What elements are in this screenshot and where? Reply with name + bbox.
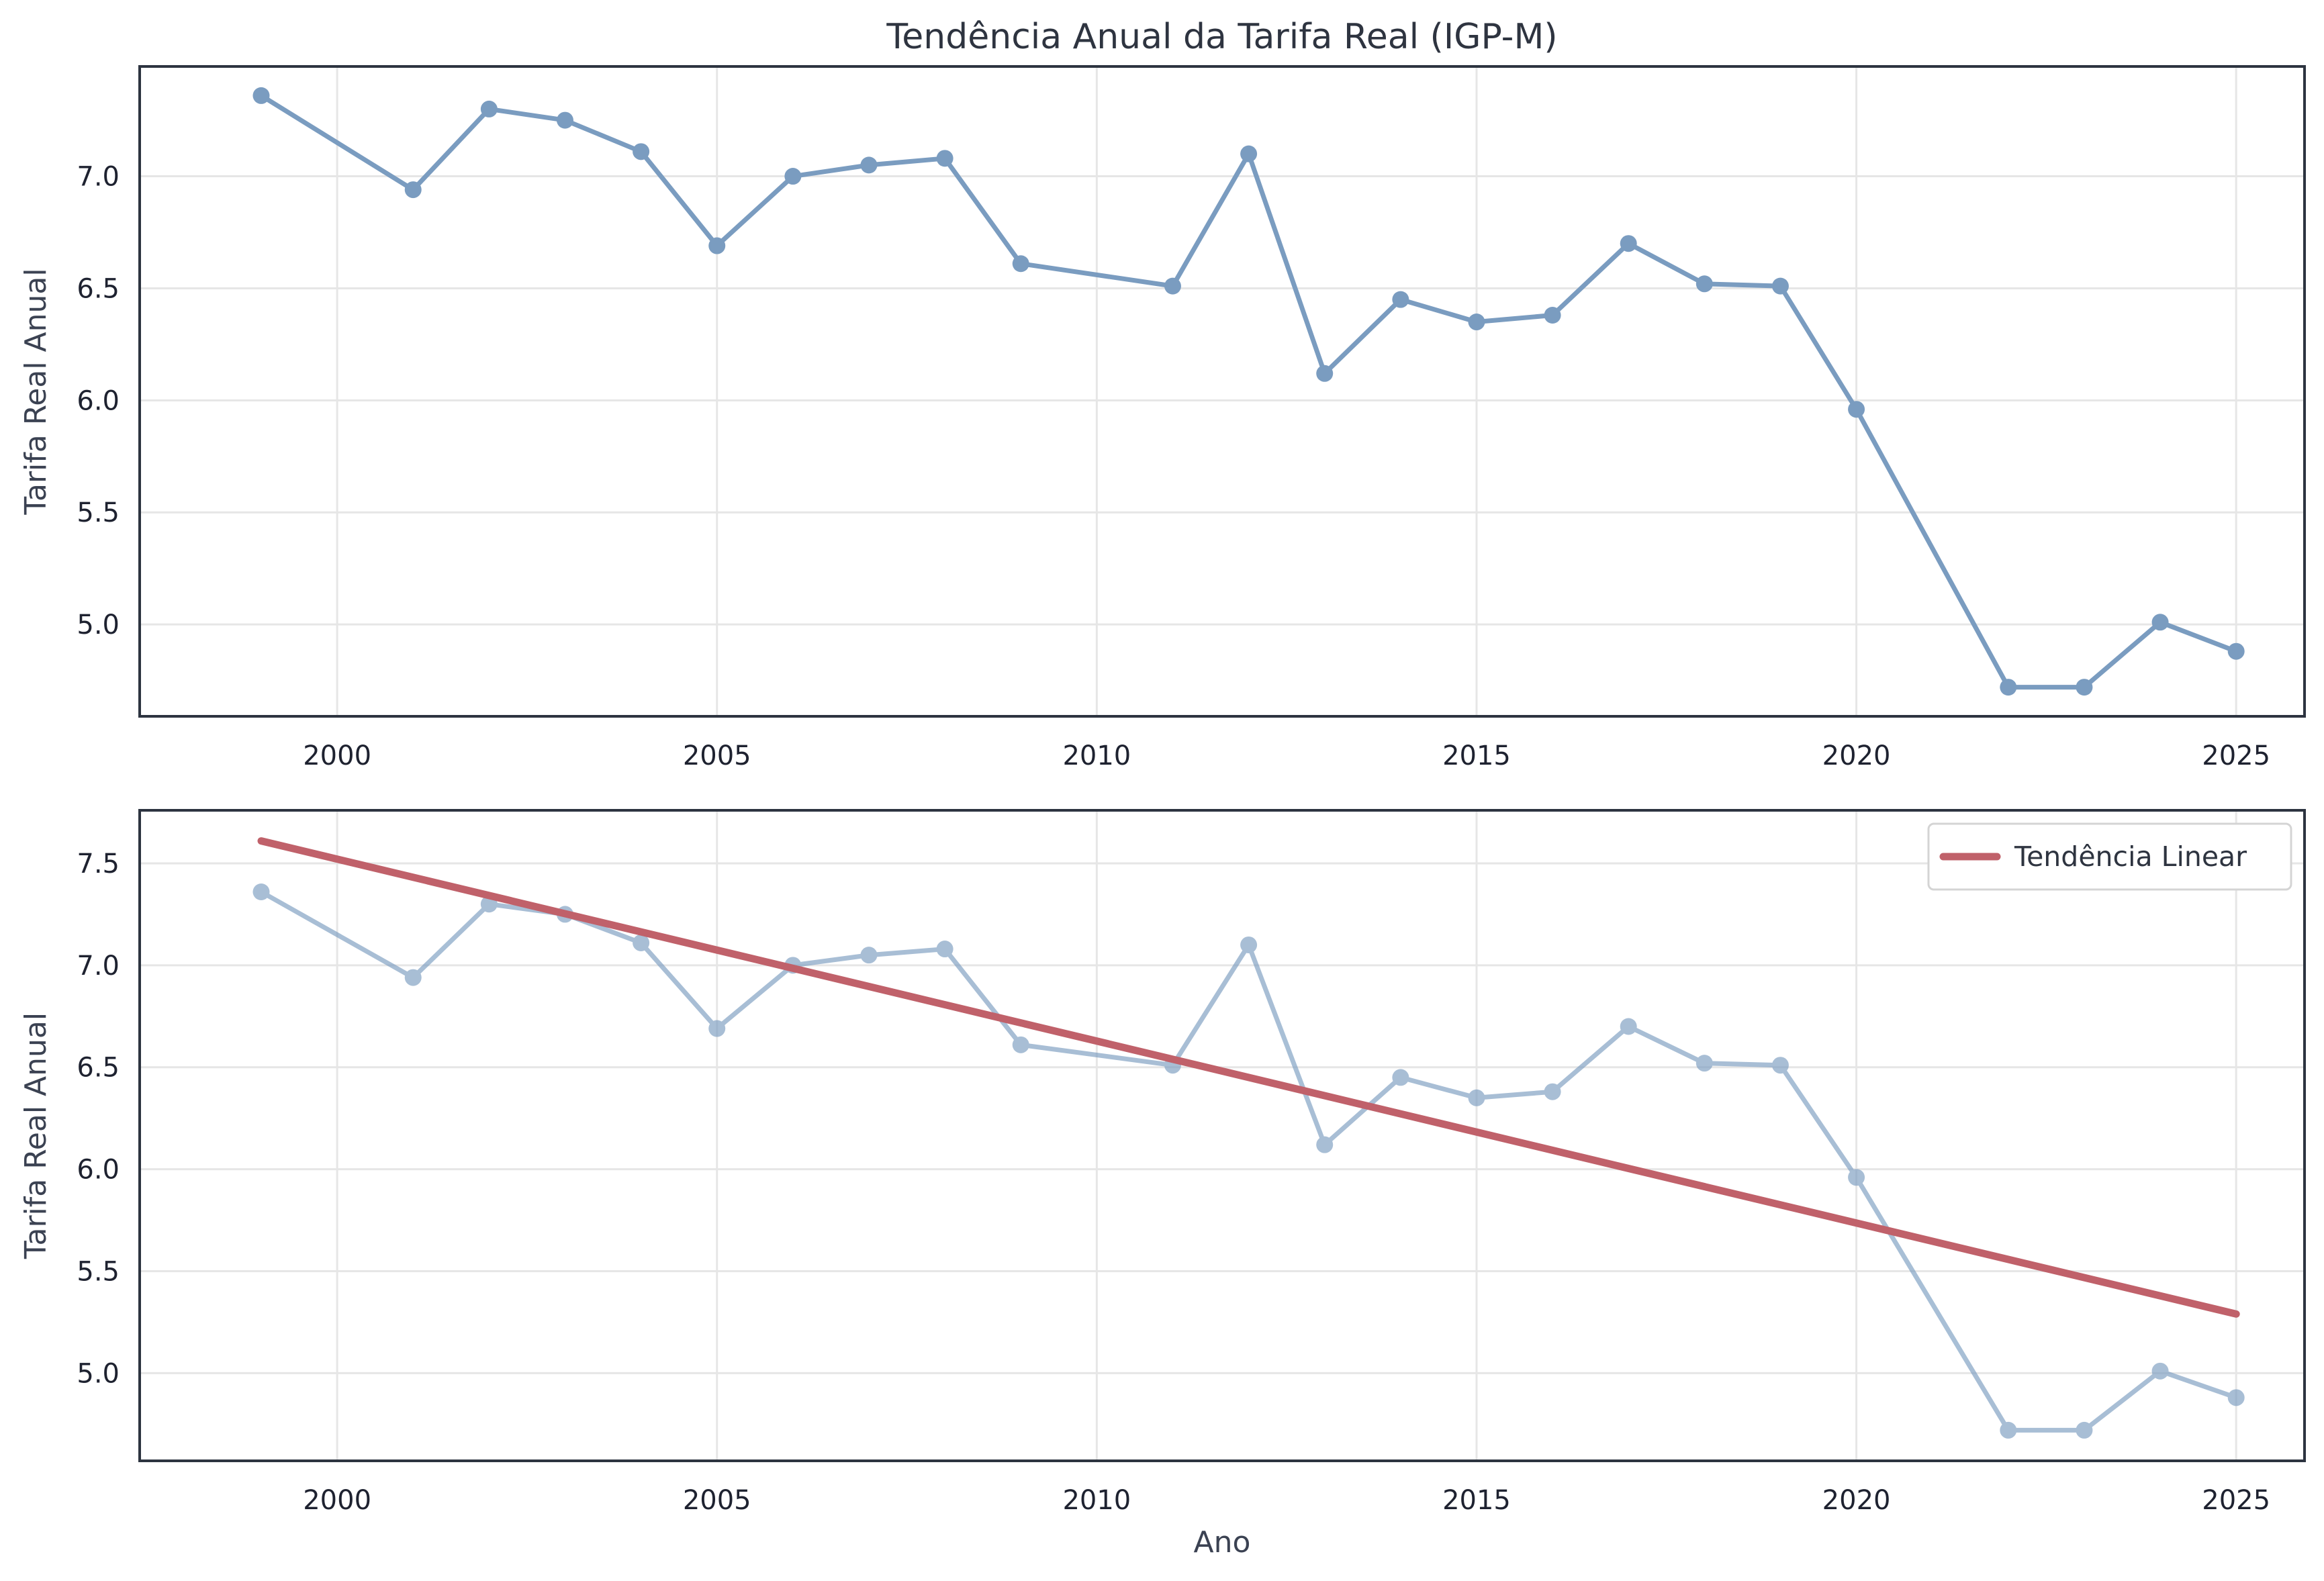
data-point xyxy=(252,87,270,104)
data-point xyxy=(784,168,802,185)
data-point xyxy=(2151,614,2169,631)
data-point xyxy=(1392,1069,1409,1086)
data-point xyxy=(633,934,650,951)
y-tick-label: 5.5 xyxy=(77,497,120,528)
data-point xyxy=(1544,307,1561,324)
x-axis-label: Ano xyxy=(1194,1525,1251,1560)
data-point xyxy=(2000,1421,2017,1439)
data-point xyxy=(1240,936,1258,953)
x-tick-label: 2025 xyxy=(2202,1485,2270,1516)
x-tick-label: 2015 xyxy=(1442,740,1511,771)
x-tick-label: 2000 xyxy=(303,1485,371,1516)
data-point xyxy=(1316,1136,1334,1153)
axes-frame xyxy=(138,809,2306,1462)
x-tick-label: 2005 xyxy=(683,1485,751,1516)
data-point xyxy=(1468,1089,1485,1106)
data-point xyxy=(936,941,954,958)
data-point xyxy=(860,156,878,174)
data-point xyxy=(1695,1055,1713,1072)
data-point xyxy=(2000,679,2017,696)
data-point xyxy=(1468,314,1485,331)
data-point xyxy=(860,947,878,964)
data-point xyxy=(1848,1169,1865,1186)
trend-series xyxy=(257,837,2240,1318)
x-tick-label: 2020 xyxy=(1822,1485,1891,1516)
y-tick-label: 6.5 xyxy=(77,273,120,304)
data-point xyxy=(708,237,726,254)
y-tick-label: 6.5 xyxy=(77,1053,120,1084)
data-point xyxy=(1240,145,1258,162)
data-point xyxy=(1544,1083,1561,1100)
y-tick-label: 6.0 xyxy=(77,385,120,416)
x-tick-label: 2020 xyxy=(1822,740,1891,771)
data-point xyxy=(633,143,650,160)
x-tick-label: 2025 xyxy=(2202,740,2270,771)
y-axis-label: Tarifa Real Anual xyxy=(19,1012,53,1259)
trend-line xyxy=(257,837,2240,1318)
chart-title: Tendência Anual da Tarifa Real (IGP-M) xyxy=(886,17,1557,57)
data-point xyxy=(1012,255,1029,273)
y-tick-label: 6.0 xyxy=(77,1155,120,1186)
legend-label: Tendência Linear xyxy=(2014,841,2247,873)
x-tick-label: 2005 xyxy=(683,740,751,771)
x-tick-label: 2015 xyxy=(1442,1485,1511,1516)
legend: Tendência Linear xyxy=(1927,822,2292,891)
y-tick-label: 7.5 xyxy=(77,849,120,879)
legend-box xyxy=(1927,822,2292,891)
data-point xyxy=(1771,277,1789,295)
data-point xyxy=(2151,1362,2169,1380)
data-point xyxy=(936,150,954,167)
data-point xyxy=(1695,275,1713,293)
y-tick-label: 7.0 xyxy=(77,951,120,981)
data-point xyxy=(1620,1018,1637,1035)
data-point xyxy=(1848,401,1865,418)
data-point xyxy=(252,883,270,901)
y-tick-label: 7.0 xyxy=(77,162,120,193)
data-point xyxy=(1392,291,1409,308)
data-point xyxy=(1012,1036,1029,1053)
top-chart-panel: 2000 2005 2010 2015 2020 2025 5.0 5.5 6.0 6.5 7.0 T… xyxy=(19,17,2306,771)
data-series xyxy=(252,87,2245,696)
data-point xyxy=(480,100,498,117)
x-tick-label: 2010 xyxy=(1062,740,1131,771)
data-point xyxy=(404,181,422,199)
y-tick-label: 5.0 xyxy=(77,1358,120,1389)
x-tick-label: 2010 xyxy=(1062,1485,1131,1516)
data-point xyxy=(1316,365,1334,382)
y-axis-label: Tarifa Real Anual xyxy=(19,268,53,515)
data-point xyxy=(2227,642,2245,660)
data-point xyxy=(1771,1057,1789,1074)
data-point xyxy=(1164,277,1181,295)
axes-frame xyxy=(138,65,2306,718)
data-point xyxy=(2076,1421,2093,1439)
data-point xyxy=(404,969,422,986)
y-tick-label: 5.0 xyxy=(77,610,120,640)
data-point xyxy=(2227,1389,2245,1406)
data-point xyxy=(2076,679,2093,696)
data-point xyxy=(708,1020,726,1037)
data-point xyxy=(556,111,573,129)
series-line xyxy=(259,93,2239,690)
series-line xyxy=(259,890,2239,1433)
data-series xyxy=(252,883,2245,1439)
bottom-chart-panel: 2000 2005 2010 2015 2020 2025 5.0 5.5 6.0 6.5 7.0 7… xyxy=(19,809,2306,1560)
y-tick-label: 5.5 xyxy=(77,1257,120,1288)
x-tick-label: 2000 xyxy=(303,740,371,771)
data-point xyxy=(1620,235,1637,252)
